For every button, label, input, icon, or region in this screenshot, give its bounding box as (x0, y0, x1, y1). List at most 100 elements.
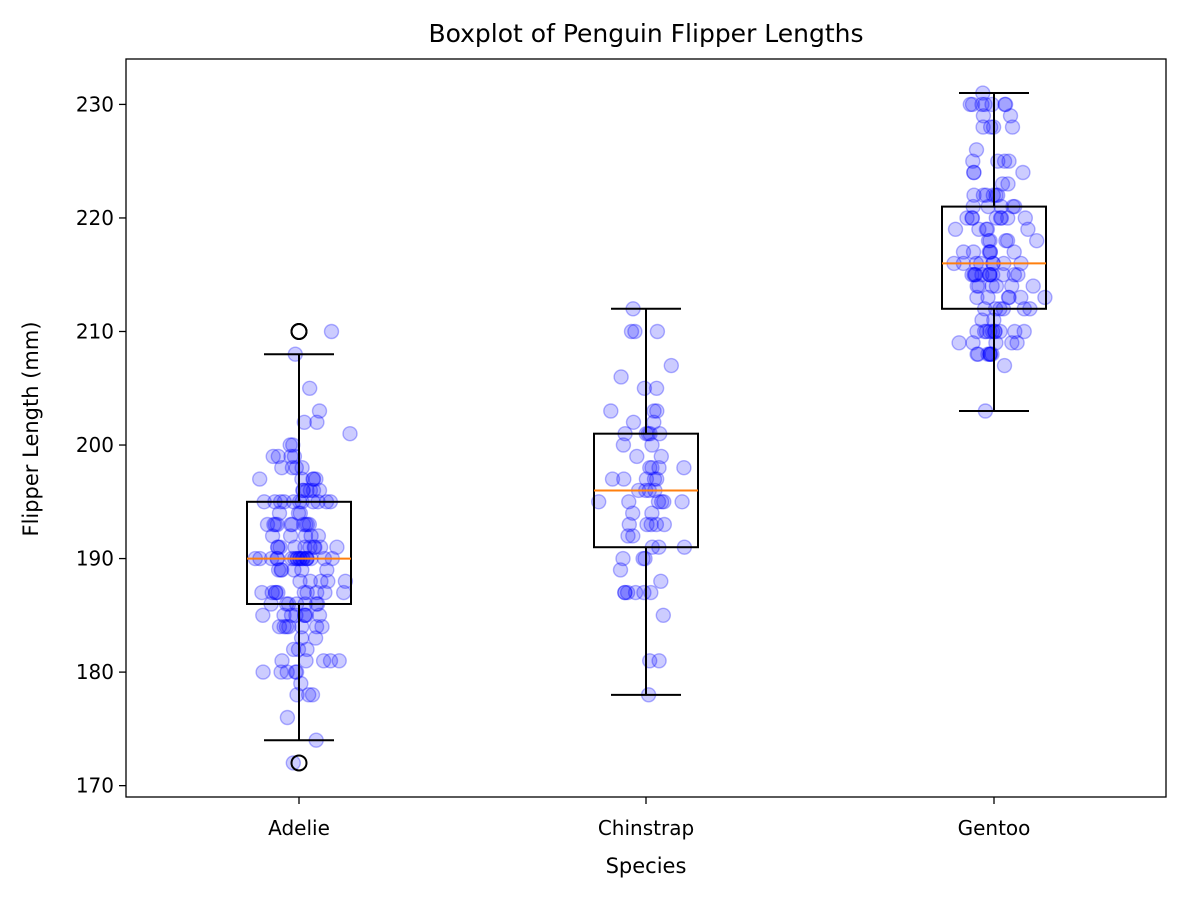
data-point (966, 267, 982, 283)
data-point (976, 323, 993, 340)
x-tick-label-adelie: Adelie (268, 816, 330, 840)
data-point (951, 335, 967, 351)
data-point (988, 187, 1004, 203)
data-point (651, 653, 667, 669)
data-point (612, 562, 629, 578)
data-point (653, 573, 669, 589)
data-point (617, 584, 633, 601)
data-point (286, 562, 302, 578)
data-point (997, 96, 1014, 113)
data-point (651, 460, 667, 476)
data-point (982, 232, 998, 249)
data-point (997, 96, 1013, 113)
data-point (305, 471, 321, 487)
data-point (312, 539, 329, 555)
data-point (969, 289, 985, 306)
data-point (968, 142, 985, 158)
data-point (284, 516, 300, 533)
data-point (643, 584, 659, 601)
data-point (259, 516, 276, 533)
data-point (591, 494, 607, 510)
data-point (315, 653, 332, 669)
data-point (303, 528, 319, 544)
data-point (650, 494, 667, 510)
data-point (270, 539, 286, 555)
data-point (965, 244, 982, 260)
data-point (293, 675, 309, 692)
data-point (274, 653, 290, 669)
data-point (636, 380, 653, 396)
data-point (301, 687, 317, 703)
data-point (674, 494, 690, 510)
data-point (282, 528, 299, 544)
data-point (980, 346, 996, 362)
data-point (1004, 119, 1021, 135)
y-tick-label: 180 (76, 660, 114, 684)
data-point (977, 96, 993, 113)
data-point (603, 403, 619, 419)
data-point (292, 573, 308, 589)
x-tick-label-gentoo: Gentoo (958, 816, 1031, 840)
data-point (648, 380, 665, 396)
data-point (331, 653, 347, 669)
data-point (314, 619, 330, 635)
data-point (616, 471, 632, 487)
data-point (289, 687, 305, 703)
data-point (974, 96, 990, 113)
data-point (1004, 335, 1020, 351)
data-point (996, 153, 1013, 169)
data-point (653, 448, 669, 465)
data-point (1000, 176, 1016, 192)
data-point (966, 187, 982, 203)
data-point (1037, 289, 1053, 306)
data-point (311, 607, 328, 623)
y-tick-label: 220 (76, 206, 114, 230)
data-point (299, 516, 316, 533)
data-point (995, 267, 1011, 283)
data-point (299, 584, 315, 601)
data-point (265, 448, 281, 465)
data-point (1001, 289, 1017, 306)
data-point (269, 516, 285, 533)
data-point (964, 267, 980, 283)
data-point (1001, 153, 1017, 169)
y-axis: 170 180 190 200 210 220 230 (76, 92, 126, 798)
data-point (959, 210, 975, 226)
y-tick-label: 200 (76, 433, 114, 457)
data-point (988, 335, 1004, 351)
data-point (638, 471, 655, 487)
data-point (308, 471, 324, 487)
data-point (1006, 267, 1023, 283)
data-point (639, 516, 655, 533)
data-point (1006, 244, 1022, 260)
data-point (302, 539, 318, 555)
data-point (283, 516, 299, 533)
data-point (984, 96, 1000, 113)
data-point (980, 289, 996, 306)
data-point (285, 641, 302, 658)
data-point (273, 562, 289, 578)
data-point (313, 573, 329, 589)
data-point (255, 607, 271, 623)
data-point (270, 562, 287, 578)
data-point (1016, 323, 1032, 340)
box-chinstrap (593, 307, 699, 696)
data-point (982, 244, 998, 260)
data-point (297, 607, 313, 623)
data-point (329, 539, 345, 555)
data-point (978, 221, 995, 238)
data-point (308, 619, 325, 635)
data-point (964, 210, 980, 226)
data-point (987, 323, 1003, 340)
data-point (1015, 164, 1031, 181)
y-tick-label: 210 (76, 319, 114, 343)
y-tick-label: 170 (76, 774, 114, 798)
data-point (646, 471, 663, 487)
data-point (964, 96, 981, 113)
data-point (992, 323, 1008, 340)
data-point (969, 346, 985, 362)
data-point (627, 323, 643, 340)
data-point (286, 448, 303, 465)
data-point (1002, 108, 1019, 124)
